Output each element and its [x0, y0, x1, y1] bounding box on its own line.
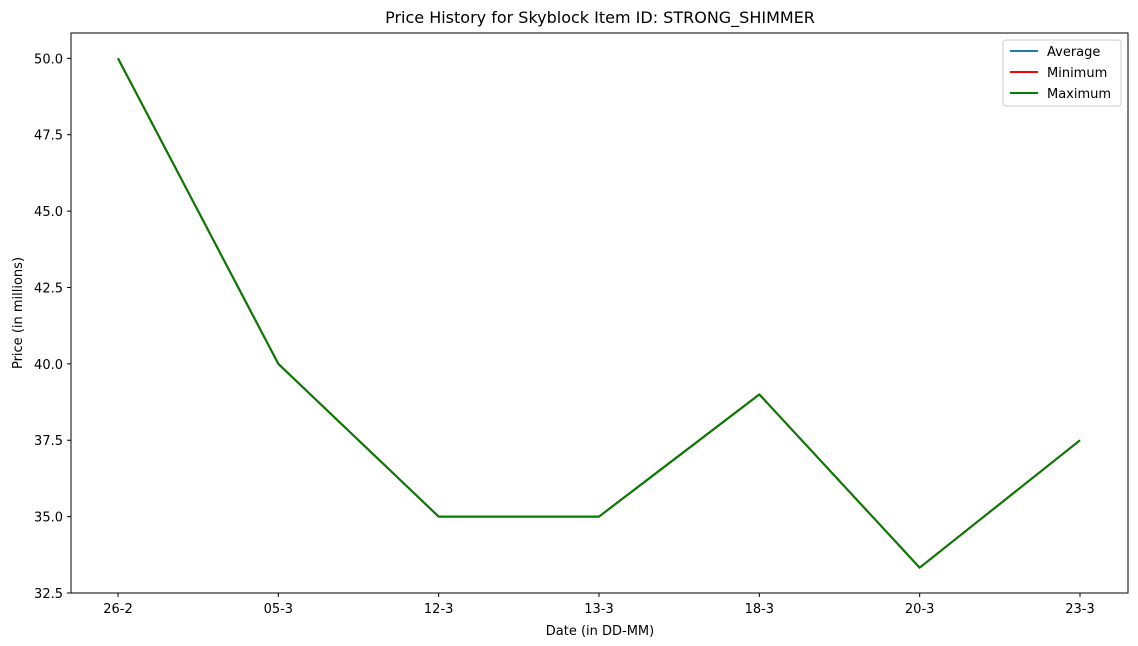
series-line-minimum — [117, 57, 1081, 569]
x-tick-label: 26-2 — [103, 602, 133, 617]
y-tick-label: 45.0 — [34, 205, 63, 220]
chart-title: Price History for Skyblock Item ID: STRO… — [385, 8, 815, 28]
x-tick-label: 12-3 — [424, 602, 454, 617]
axis-ticks: 26-2 05-3 12-3 13-3 18-3 20-3 23-3 32.5 35.0 37.5… — [34, 52, 1095, 617]
plot-frame — [70, 32, 1129, 594]
y-tick-label: 42.5 — [34, 281, 63, 296]
series-lines — [117, 57, 1081, 569]
y-tick-label: 37.5 — [34, 434, 63, 449]
y-axis-label: Price (in millions) — [11, 257, 26, 369]
x-tick-label: 23-3 — [1065, 602, 1095, 617]
y-tick-label: 35.0 — [34, 511, 63, 526]
x-tick-label: 05-3 — [264, 602, 294, 617]
legend-frame — [1002, 39, 1122, 107]
legend-label-average: Average — [1047, 45, 1100, 60]
series-line-maximum — [117, 57, 1081, 569]
y-tick-label: 47.5 — [34, 129, 63, 144]
legend: Average Minimum Maximum — [1002, 39, 1122, 107]
x-tick-label: 20-3 — [905, 602, 935, 617]
legend-label-minimum: Minimum — [1047, 66, 1107, 81]
series-line-average — [117, 57, 1081, 569]
y-tick-label: 50.0 — [34, 52, 63, 67]
legend-label-maximum: Maximum — [1047, 87, 1111, 102]
y-tick-label: 32.5 — [34, 587, 63, 602]
x-tick-label: 13-3 — [584, 602, 614, 617]
y-tick-label: 40.0 — [34, 358, 63, 373]
x-tick-label: 18-3 — [745, 602, 775, 617]
x-axis-label: Date (in DD-MM) — [546, 624, 654, 639]
